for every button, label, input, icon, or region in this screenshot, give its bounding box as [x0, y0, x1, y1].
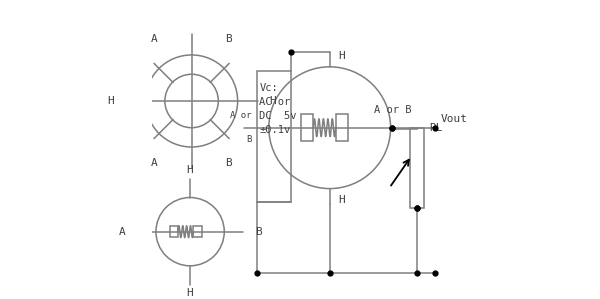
Text: B: B	[226, 158, 232, 168]
Text: H: H	[187, 165, 193, 175]
Text: A or: A or	[230, 111, 252, 120]
Text: A or B: A or B	[374, 105, 412, 115]
Text: Vc:
AC or
DC  5v
±0.1v: Vc: AC or DC 5v ±0.1v	[259, 83, 297, 135]
Bar	[257, 71, 291, 202]
Bar	[170, 226, 178, 237]
Bar	[301, 114, 313, 141]
Text: H: H	[107, 96, 115, 106]
Text: A: A	[151, 34, 158, 44]
Text: H: H	[338, 195, 345, 205]
Text: B: B	[247, 135, 252, 144]
Text: H: H	[269, 96, 275, 106]
Text: A: A	[151, 158, 158, 168]
Text: B: B	[255, 227, 262, 237]
Text: A: A	[118, 227, 125, 237]
Text: RL: RL	[429, 123, 442, 133]
Bar	[410, 128, 424, 208]
Text: H: H	[187, 288, 193, 298]
Text: Vout: Vout	[441, 114, 468, 124]
Bar	[193, 226, 202, 237]
Text: B: B	[226, 34, 232, 44]
Text: H: H	[338, 51, 345, 61]
Bar	[335, 114, 347, 141]
